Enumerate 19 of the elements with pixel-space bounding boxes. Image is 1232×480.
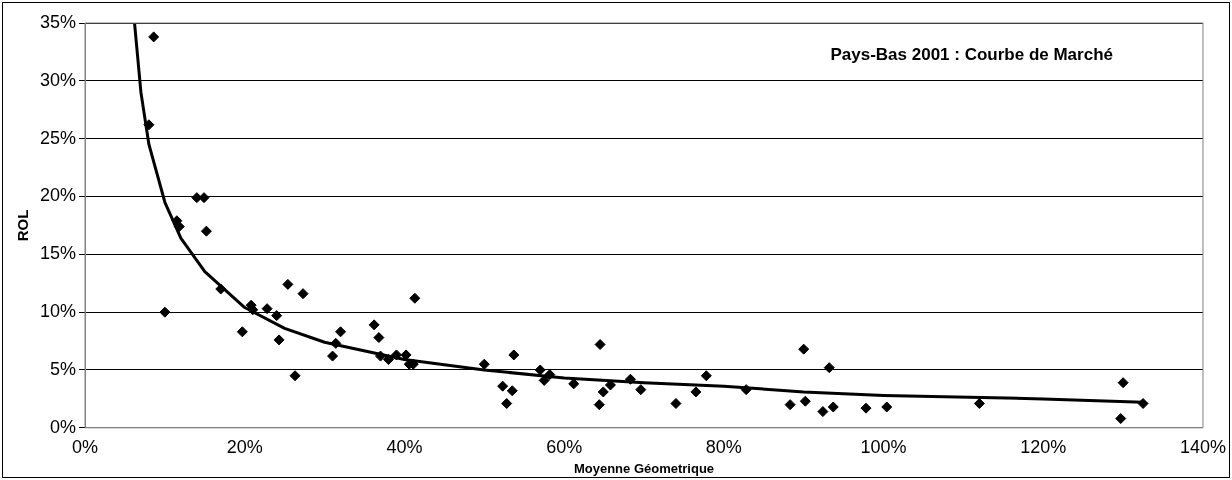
x-tick-label: 20%	[226, 436, 263, 457]
y-tick-label: 35%	[40, 11, 77, 32]
x-tick-label: 0%	[72, 436, 99, 457]
y-tick-label: 25%	[40, 127, 77, 148]
y-axis-title: ROL	[14, 209, 32, 242]
y-tick-label: 10%	[40, 301, 77, 322]
x-tick-label: 100%	[860, 436, 907, 457]
x-tick-label: 120%	[1020, 436, 1067, 457]
y-tick-label: 5%	[50, 358, 77, 379]
y-tick-label: 30%	[40, 69, 77, 90]
x-tick-label: 140%	[1179, 436, 1226, 457]
y-tick-label: 0%	[50, 416, 77, 437]
y-tick-label: 15%	[40, 243, 77, 264]
y-tick-label: 20%	[40, 185, 77, 206]
x-tick-label: 60%	[546, 436, 583, 457]
text: Pays-Bas 2001 : Courbe de Marché	[830, 44, 1113, 64]
x-tick-label: 80%	[705, 436, 742, 457]
x-axis-title: Moyenne Géometrique	[573, 460, 715, 476]
x-tick-label: 40%	[386, 436, 423, 457]
